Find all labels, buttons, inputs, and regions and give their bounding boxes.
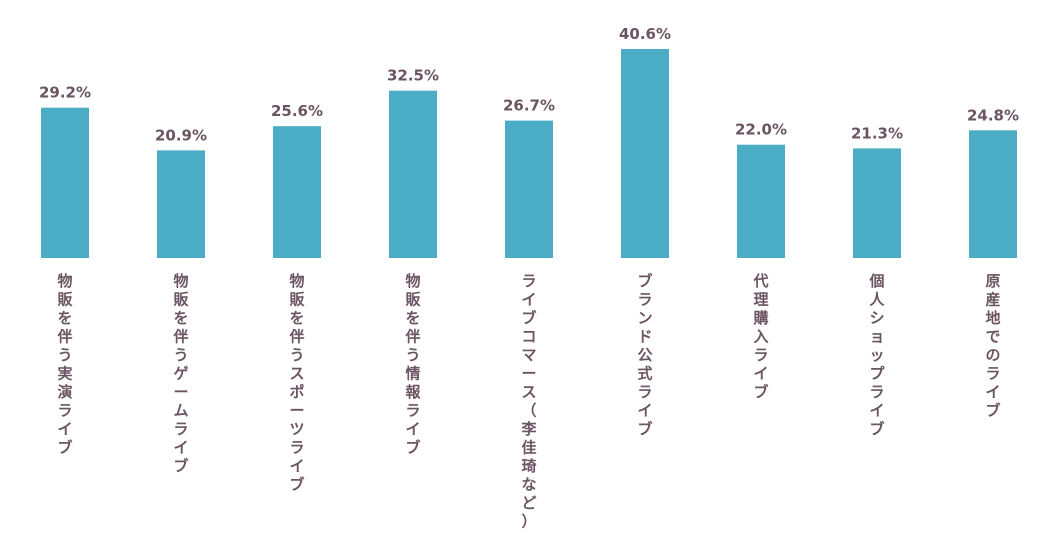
bar-7 xyxy=(737,144,785,258)
value-label-3: 25.6% xyxy=(271,102,323,120)
bar-5 xyxy=(505,120,553,258)
value-label-8: 21.3% xyxy=(851,124,903,142)
bar-2 xyxy=(157,150,205,258)
bar-8 xyxy=(853,148,901,258)
category-label-4: 物販を伴う情報ライブ xyxy=(404,272,421,457)
value-labels-layer: 29.2% 20.9% 25.6% 32.5% 26.7% 40.6% 22.0% 21.3%… xyxy=(39,25,1019,144)
bars-layer xyxy=(41,49,1017,258)
category-label-9: 原産地でのライブ xyxy=(985,272,1000,420)
category-label-8: 個人ショップライブ xyxy=(868,272,885,438)
value-label-5: 26.7% xyxy=(503,97,555,115)
category-labels-layer: 物販を伴う実演ライブ 物販を伴うゲームライブ 物販を伴うスポーツライブ 物販を伴う情報… xyxy=(56,272,1000,531)
value-label-2: 20.9% xyxy=(155,126,207,144)
value-label-9: 24.8% xyxy=(967,106,1019,124)
bar-9 xyxy=(969,130,1017,258)
value-label-7: 22.0% xyxy=(735,121,787,139)
category-label-6: ブランド公式ライブ xyxy=(637,272,652,438)
value-label-4: 32.5% xyxy=(387,67,439,85)
value-label-6: 40.6% xyxy=(619,25,671,43)
category-label-7: 代理購入ライブ xyxy=(752,272,768,401)
bar-6 xyxy=(621,49,669,258)
bar-3 xyxy=(273,126,321,258)
bar-4 xyxy=(389,90,437,258)
value-label-1: 29.2% xyxy=(39,84,91,102)
category-label-2: 物販を伴うゲームライブ xyxy=(172,272,189,475)
category-label-1: 物販を伴う実演ライブ xyxy=(56,272,73,457)
bar-1 xyxy=(41,107,89,258)
category-label-3: 物販を伴うスポーツライブ xyxy=(288,272,305,494)
category-label-5: ライブコマース（李佳琦など） xyxy=(520,272,537,531)
